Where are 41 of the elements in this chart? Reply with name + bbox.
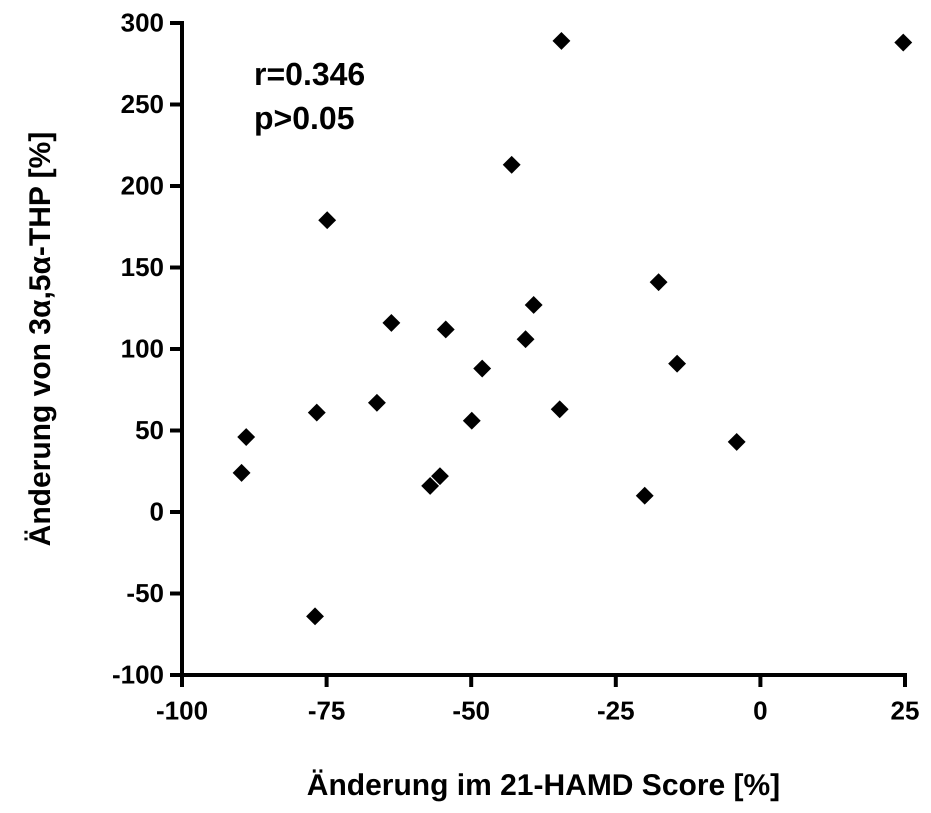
y-tick-label: 200 [120, 170, 164, 200]
annotation: r=0.346 [254, 56, 366, 92]
point [502, 156, 521, 174]
point [308, 404, 326, 422]
point [668, 354, 686, 373]
y-tick-label: -50 [126, 578, 164, 608]
x-tick-label: -75 [308, 695, 346, 726]
point [318, 211, 336, 230]
x-tick-label: 0 [753, 695, 768, 726]
point [894, 34, 912, 52]
y-tick-label: 50 [135, 414, 164, 445]
point [232, 464, 251, 482]
point [431, 467, 449, 486]
annotation: p>0.05 [254, 100, 355, 136]
y-tick-label: 250 [120, 88, 164, 119]
y-tick-label: 300 [120, 7, 164, 38]
x-tick-label: 25 [890, 695, 920, 726]
point [550, 400, 569, 418]
point [552, 32, 570, 50]
y-tick-label: 0 [150, 496, 164, 526]
y-axis-title: Änderung von 3α,5α-THP [%] [24, 132, 57, 546]
x-tick-label: -25 [597, 695, 635, 726]
point [524, 296, 543, 314]
x-axis-title: Änderung im 21-HAMD Score [%] [306, 769, 780, 802]
point [436, 320, 455, 338]
point [650, 273, 668, 292]
y-tick-label: -100 [112, 659, 164, 690]
point [237, 428, 256, 446]
x-tick-label: -50 [452, 695, 490, 726]
point [368, 394, 386, 412]
point [306, 607, 324, 626]
point [516, 330, 535, 348]
point [728, 432, 746, 451]
point [382, 314, 400, 332]
point [636, 486, 654, 505]
y-tick-label: 100 [120, 333, 164, 364]
point [462, 412, 481, 430]
x-tick-label: -100 [156, 695, 208, 726]
y-tick-label: 150 [120, 252, 164, 282]
point [421, 476, 440, 495]
point [473, 360, 492, 378]
